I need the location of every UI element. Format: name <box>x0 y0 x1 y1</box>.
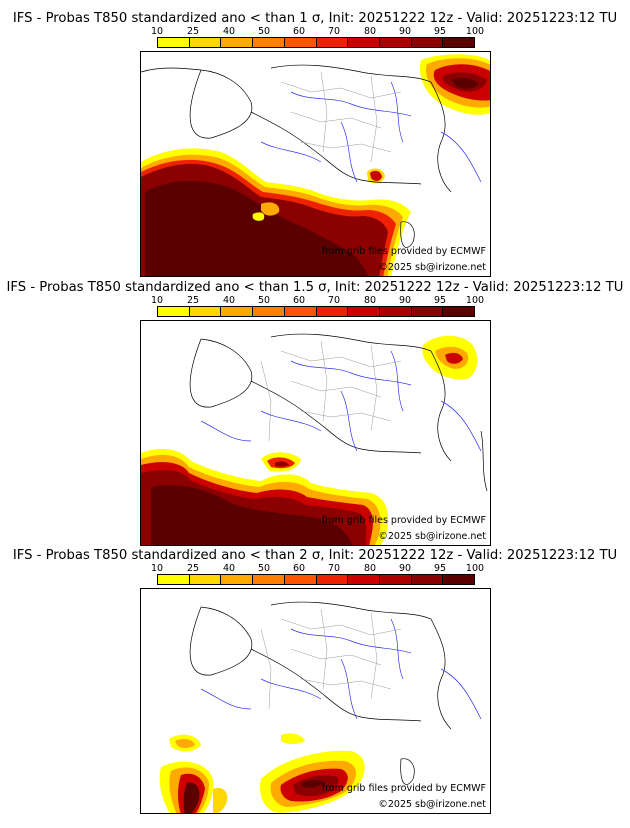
colorbar-tick: 90 <box>398 563 412 574</box>
colorbar-segment <box>158 307 190 316</box>
admin-boundaries <box>280 71 402 163</box>
colorbar-tick: 90 <box>398 26 412 37</box>
colorbar-tick: 50 <box>257 26 271 37</box>
colorbar-segment <box>284 38 317 47</box>
data-source-credit: from grib files provided by ECMWF <box>321 246 486 257</box>
probability-field <box>159 733 365 813</box>
country-borders <box>189 601 452 785</box>
colorbar-segment <box>348 575 380 584</box>
colorbar-tick-labels: 10 25 40 50 60 70 80 90 95 100 <box>0 295 630 306</box>
colorbar-tick: 25 <box>186 295 200 306</box>
admin-boundaries <box>260 340 402 442</box>
colorbar <box>157 37 475 48</box>
data-source-credit: from grib files provided by ECMWF <box>321 515 486 526</box>
colorbar-segment <box>189 38 222 47</box>
colorbar-segment <box>379 307 412 316</box>
country-borders <box>189 333 488 492</box>
map-area: from grib files provided by ECMWF ©2025 … <box>140 320 491 546</box>
colorbar-tick: 60 <box>292 563 306 574</box>
colorbar-tick: 10 <box>150 26 164 37</box>
colorbar-segment <box>411 307 444 316</box>
colorbar-tick: 25 <box>186 563 200 574</box>
colorbar-tick: 100 <box>465 295 485 306</box>
map-title: IFS - Probas T850 standardized ano < tha… <box>12 548 618 563</box>
colorbar <box>157 574 475 585</box>
country-borders <box>141 64 452 248</box>
copyright-credit: ©2025 sb@irizone.net <box>378 531 486 542</box>
colorbar-segment <box>379 38 412 47</box>
probability-map-panel-1-5sigma: IFS - Probas T850 standardized ano < tha… <box>0 279 630 547</box>
colorbar-tick-labels: 10 25 40 50 60 70 80 90 95 100 <box>0 563 630 574</box>
colorbar-segment <box>411 38 444 47</box>
colorbar-segment <box>221 38 254 47</box>
colorbar-segment <box>253 38 285 47</box>
colorbar-tick: 100 <box>465 26 485 37</box>
colorbar-segment <box>158 575 190 584</box>
colorbar-tick: 50 <box>257 295 271 306</box>
colorbar-tick: 60 <box>292 26 306 37</box>
colorbar-segment <box>379 575 412 584</box>
map-area: from grib files provided by ECMWF ©2025 … <box>140 51 491 277</box>
colorbar-tick: 80 <box>363 26 377 37</box>
data-source-credit: from grib files provided by ECMWF <box>321 783 486 794</box>
colorbar-tick: 95 <box>433 563 447 574</box>
colorbar-segment <box>411 575 444 584</box>
probability-map-panel-1sigma: IFS - Probas T850 standardized ano < tha… <box>0 10 630 278</box>
colorbar-segment <box>158 38 190 47</box>
colorbar <box>157 306 475 317</box>
colorbar-tick: 80 <box>363 295 377 306</box>
colorbar-tick: 90 <box>398 295 412 306</box>
colorbar-segment <box>443 38 475 47</box>
colorbar-tick: 100 <box>465 563 485 574</box>
map-area: from grib files provided by ECMWF ©2025 … <box>140 588 491 814</box>
rivers <box>260 81 482 183</box>
colorbar-segment <box>316 307 349 316</box>
colorbar-tick: 25 <box>186 26 200 37</box>
probability-map-panel-2sigma: IFS - Probas T850 standardized ano < tha… <box>0 547 630 815</box>
colorbar-tick: 10 <box>150 295 164 306</box>
colorbar-tick: 40 <box>222 563 236 574</box>
colorbar-tick: 70 <box>327 26 341 37</box>
colorbar-segment <box>348 307 380 316</box>
colorbar-tick: 80 <box>363 563 377 574</box>
colorbar-segment <box>253 575 285 584</box>
colorbar-tick: 60 <box>292 295 306 306</box>
colorbar-segment <box>316 575 349 584</box>
probability-field <box>141 54 490 276</box>
colorbar-segment <box>443 307 475 316</box>
colorbar-segment <box>284 307 317 316</box>
colorbar-tick: 10 <box>150 563 164 574</box>
colorbar-tick: 95 <box>433 26 447 37</box>
map-title: IFS - Probas T850 standardized ano < tha… <box>6 280 624 295</box>
colorbar-segment <box>316 38 349 47</box>
colorbar-tick: 40 <box>222 295 236 306</box>
admin-boundaries <box>260 608 402 710</box>
copyright-credit: ©2025 sb@irizone.net <box>378 799 486 810</box>
colorbar-segment <box>284 575 317 584</box>
colorbar-tick: 95 <box>433 295 447 306</box>
colorbar-segment <box>443 575 475 584</box>
colorbar-tick: 70 <box>327 295 341 306</box>
probability-field <box>141 335 478 545</box>
colorbar-segment <box>189 575 222 584</box>
colorbar-tick: 70 <box>327 563 341 574</box>
copyright-credit: ©2025 sb@irizone.net <box>378 262 486 273</box>
colorbar-segment <box>221 575 254 584</box>
colorbar-segment <box>253 307 285 316</box>
colorbar-tick-labels: 10 25 40 50 60 70 80 90 95 100 <box>0 26 630 37</box>
colorbar-segment <box>221 307 254 316</box>
colorbar-segment <box>348 38 380 47</box>
map-title: IFS - Probas T850 standardized ano < tha… <box>12 11 618 26</box>
colorbar-segment <box>189 307 222 316</box>
colorbar-tick: 50 <box>257 563 271 574</box>
rivers <box>200 618 482 720</box>
colorbar-tick: 40 <box>222 26 236 37</box>
rivers <box>200 350 482 452</box>
